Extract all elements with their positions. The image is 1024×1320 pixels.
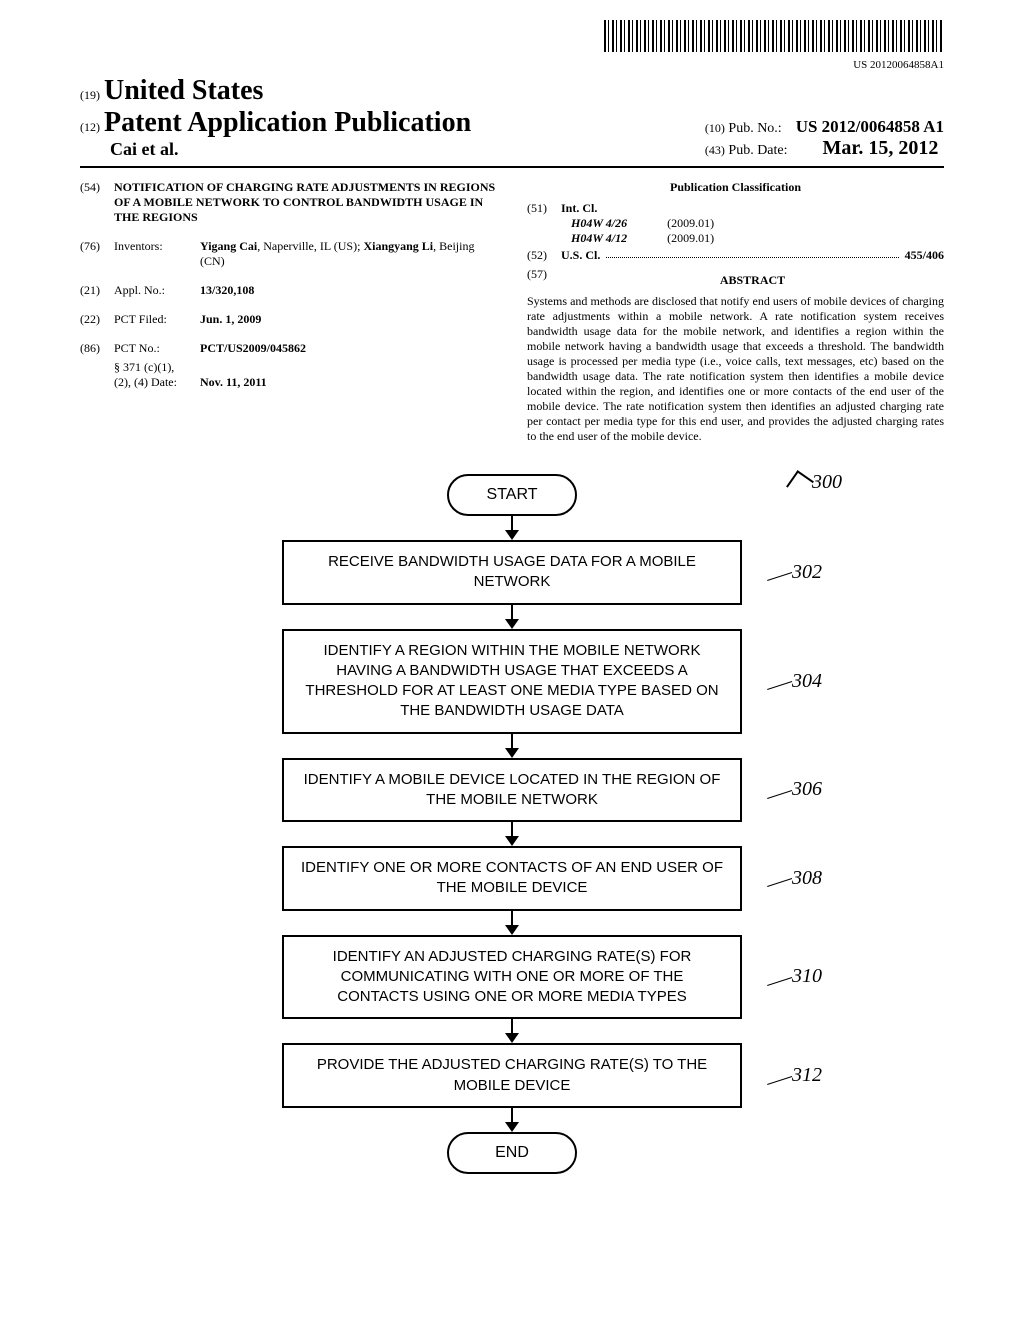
- field-pct-filed: (22) PCT Filed: Jun. 1, 2009: [80, 312, 497, 327]
- pct-no-value: PCT/US2009/045862: [200, 341, 497, 356]
- uscl-value: 455/406: [905, 248, 944, 263]
- intcl-label: Int. Cl.: [561, 201, 714, 216]
- field-num: (21): [80, 283, 114, 298]
- inventor-loc: , Naperville, IL (US);: [257, 239, 363, 253]
- pub-no-label: Pub. No.:: [728, 121, 781, 136]
- flowchart-step-row: IDENTIFY ONE OR MORE CONTACTS OF AN END …: [192, 846, 832, 911]
- classification-title: Publication Classification: [527, 180, 944, 195]
- field-num: (76): [80, 239, 114, 254]
- field-appl-no: (21) Appl. No.: 13/320,108: [80, 283, 497, 298]
- uscl-label: U.S. Cl.: [561, 248, 600, 263]
- barcode-region: US 20120064858A1: [80, 20, 944, 71]
- field-num: (86): [80, 341, 114, 356]
- flowchart-step-box: IDENTIFY AN ADJUSTED CHARGING RATE(S) FO…: [282, 935, 742, 1020]
- field-pct-no: (86) PCT No.: PCT/US2009/045862: [80, 341, 497, 356]
- flowchart-step-row: RECEIVE BANDWIDTH USAGE DATA FOR A MOBIL…: [192, 540, 832, 605]
- abstract-title: ABSTRACT: [561, 273, 944, 288]
- flowchart-step-ref: 310: [792, 965, 822, 988]
- intcl-code: H04W 4/12: [571, 231, 627, 246]
- abstract-header: (57) ABSTRACT: [527, 267, 944, 294]
- intcl-date: (2009.01): [667, 216, 714, 231]
- flowchart-step-box: IDENTIFY A REGION WITHIN THE MOBILE NETW…: [282, 629, 742, 734]
- connector: [192, 1108, 832, 1132]
- sect371-line1: § 371 (c)(1),: [114, 360, 200, 375]
- uscl-dots: [606, 248, 898, 258]
- country-prefix: (19): [80, 88, 100, 102]
- connector: [192, 911, 832, 935]
- pub-type-prefix: (12): [80, 120, 100, 134]
- inventor-name: Xiangyang Li: [363, 239, 433, 253]
- pub-type: Patent Application Publication: [104, 107, 471, 138]
- inventors-value: Yigang Cai, Naperville, IL (US); Xiangya…: [200, 239, 497, 269]
- flowchart-main-ref: 300: [792, 468, 842, 494]
- intcl-block: Int. Cl. H04W 4/26 (2009.01) H04W 4/12 (…: [561, 201, 714, 246]
- field-title: (54) NOTIFICATION OF CHARGING RATE ADJUS…: [80, 180, 497, 225]
- field-inventors: (76) Inventors: Yigang Cai, Naperville, …: [80, 239, 497, 269]
- intcl-code: H04W 4/26: [571, 216, 627, 231]
- flowchart-step-ref: 312: [792, 1064, 822, 1087]
- flowchart-step-row: IDENTIFY A MOBILE DEVICE LOCATED IN THE …: [192, 758, 832, 823]
- barcode-graphic: [604, 20, 944, 52]
- flowchart-step-ref: 306: [792, 778, 822, 801]
- flowchart-step-box: IDENTIFY A MOBILE DEVICE LOCATED IN THE …: [282, 758, 742, 823]
- country: United States: [104, 75, 263, 106]
- pub-date-prefix: (43): [705, 143, 725, 157]
- field-num: (22): [80, 312, 114, 327]
- right-column: Publication Classification (51) Int. Cl.…: [527, 180, 944, 444]
- pub-date-label: Pub. Date:: [728, 143, 787, 158]
- field-label: Appl. No.:: [114, 283, 200, 298]
- flowchart-step-row: PROVIDE THE ADJUSTED CHARGING RATE(S) TO…: [192, 1043, 832, 1108]
- sect371-value: Nov. 11, 2011: [200, 375, 497, 390]
- flowchart-step-box: IDENTIFY ONE OR MORE CONTACTS OF AN END …: [282, 846, 742, 911]
- appl-no-value: 13/320,108: [200, 283, 497, 298]
- sect371-line2: (2), (4) Date:: [114, 375, 200, 390]
- biblio-columns: (54) NOTIFICATION OF CHARGING RATE ADJUS…: [80, 180, 944, 444]
- header-divider: [80, 166, 944, 168]
- connector: [192, 734, 832, 758]
- flowchart-step-row: IDENTIFY AN ADJUSTED CHARGING RATE(S) FO…: [192, 935, 832, 1020]
- field-num: (54): [80, 180, 114, 195]
- flowchart: 300 START RECEIVE BANDWIDTH USAGE DATA F…: [192, 474, 832, 1174]
- flowchart-step-box: RECEIVE BANDWIDTH USAGE DATA FOR A MOBIL…: [282, 540, 742, 605]
- field-label: PCT No.:: [114, 341, 200, 356]
- flowchart-step-row: IDENTIFY A REGION WITHIN THE MOBILE NETW…: [192, 629, 832, 734]
- field-intcl: (51) Int. Cl. H04W 4/26 (2009.01) H04W 4…: [527, 201, 944, 246]
- field-uscl: (52) U.S. Cl. 455/406: [527, 248, 944, 263]
- field-num: (52): [527, 248, 561, 263]
- flowchart-start: START: [447, 474, 577, 516]
- field-371: § 371 (c)(1), (2), (4) Date: Nov. 11, 20…: [80, 360, 497, 390]
- field-num: (57): [527, 267, 561, 294]
- field-label: Inventors:: [114, 239, 200, 254]
- flowchart-end: END: [447, 1132, 577, 1174]
- connector: [192, 516, 832, 540]
- field-label: PCT Filed:: [114, 312, 200, 327]
- intcl-date: (2009.01): [667, 231, 714, 246]
- header-left: (19) United States (12) Patent Applicati…: [80, 75, 471, 160]
- header-right: (10) Pub. No.: US 2012/0064858 A1 (43) P…: [705, 117, 944, 160]
- header: (19) United States (12) Patent Applicati…: [80, 75, 944, 160]
- flowchart-step-ref: 308: [792, 867, 822, 890]
- inventor-name: Yigang Cai: [200, 239, 257, 253]
- connector: [192, 822, 832, 846]
- pct-filed-value: Jun. 1, 2009: [200, 312, 497, 327]
- connector: [192, 605, 832, 629]
- barcode-number: US 20120064858A1: [80, 59, 944, 71]
- field-num: (51): [527, 201, 561, 246]
- left-column: (54) NOTIFICATION OF CHARGING RATE ADJUS…: [80, 180, 497, 444]
- flowchart-steps: RECEIVE BANDWIDTH USAGE DATA FOR A MOBIL…: [192, 516, 832, 1108]
- flowchart-step-ref: 302: [792, 561, 822, 584]
- pub-date: Mar. 15, 2012: [823, 137, 939, 159]
- abstract-text: Systems and methods are disclosed that n…: [527, 294, 944, 444]
- flowchart-step-ref: 304: [792, 670, 822, 693]
- connector: [192, 1019, 832, 1043]
- flowchart-step-box: PROVIDE THE ADJUSTED CHARGING RATE(S) TO…: [282, 1043, 742, 1108]
- field-label: § 371 (c)(1), (2), (4) Date:: [114, 360, 200, 390]
- invention-title: NOTIFICATION OF CHARGING RATE ADJUSTMENT…: [114, 180, 497, 225]
- pub-no: US 2012/0064858 A1: [796, 117, 944, 136]
- header-authors: Cai et al.: [110, 139, 471, 160]
- pub-no-prefix: (10): [705, 121, 725, 135]
